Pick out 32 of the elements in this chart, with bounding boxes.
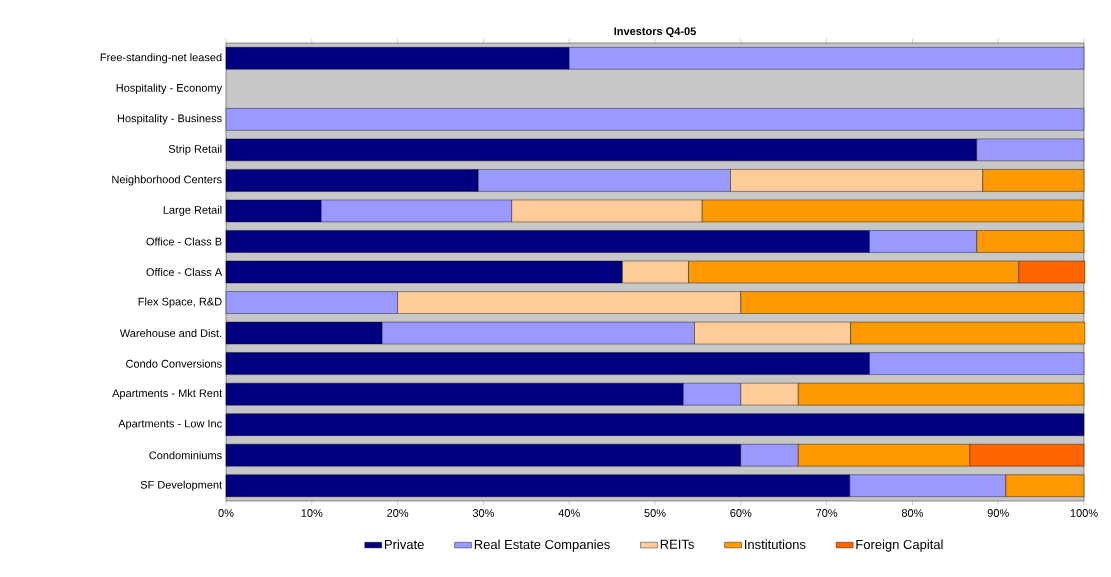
x-tick-label: 40% bbox=[558, 509, 580, 517]
y-tick-label: Apartments - Low Inc bbox=[118, 419, 222, 430]
y-tick-label: Office - Class A bbox=[146, 267, 223, 277]
y-tick-label: SF Development bbox=[140, 480, 223, 491]
x-tick-label: 20% bbox=[387, 509, 409, 517]
x-tick-label: 70% bbox=[816, 509, 838, 517]
x-tick-label: 60% bbox=[730, 509, 752, 517]
y-tick-label: Condo Conversions bbox=[126, 359, 222, 368]
y-tick-label: Flex Space, R&D bbox=[138, 297, 222, 308]
legend-label: Real Estate Companies bbox=[474, 539, 610, 552]
y-tick-label: Hospitality - Business bbox=[117, 114, 222, 125]
y-tick-label: Free-standing-net leased bbox=[100, 53, 222, 64]
legend-label: Institutions bbox=[745, 539, 806, 550]
y-tick-label: Hospitality - Economy bbox=[116, 83, 223, 94]
x-tick-label: 30% bbox=[472, 509, 495, 517]
y-tick-label: Neighborhood Centers bbox=[112, 175, 222, 186]
x-tick-label: 80% bbox=[901, 509, 924, 517]
x-tick-label: 0% bbox=[218, 509, 234, 517]
y-tick-label: Strip Retail bbox=[168, 144, 222, 155]
y-tick-label: Office - Class B bbox=[146, 237, 222, 246]
y-tick-label: Warehouse and Dist. bbox=[119, 329, 222, 338]
y-tick-label: Condominiums bbox=[149, 451, 222, 460]
y-tick-label: Large Retail bbox=[163, 205, 222, 217]
x-tick-label: 50% bbox=[644, 509, 666, 517]
x-tick-label: 10% bbox=[301, 509, 323, 517]
legend-label: Foreign Capital bbox=[856, 539, 943, 552]
legend-label: Private bbox=[384, 539, 424, 550]
legend-label: REITs bbox=[660, 539, 694, 549]
x-tick-label: 100% bbox=[1070, 509, 1098, 517]
chart-title: Investors Q4-05 bbox=[614, 27, 696, 38]
x-tick-label: 90% bbox=[987, 509, 1009, 517]
y-tick-label: Apartments - Mkt Rent bbox=[112, 389, 223, 400]
